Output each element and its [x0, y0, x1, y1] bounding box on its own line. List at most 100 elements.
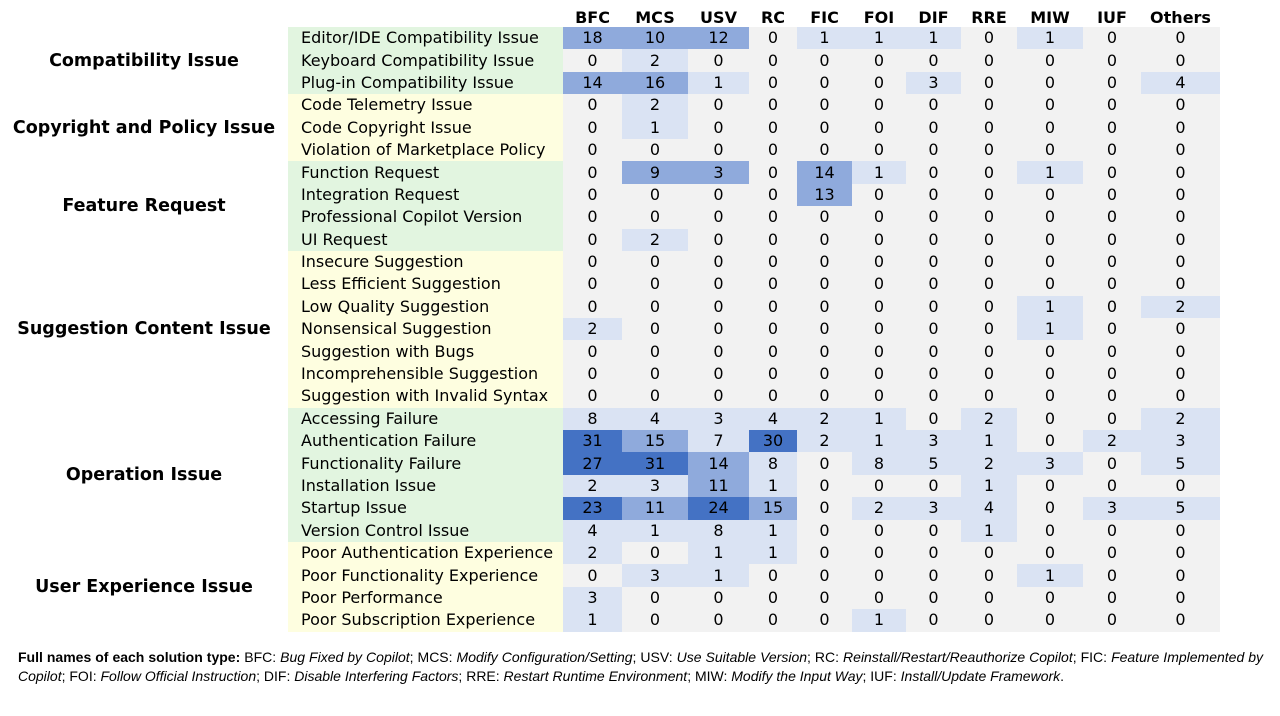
heatmap-cell: 2 [1083, 430, 1141, 453]
column-header: FOI [863, 8, 895, 27]
heatmap-cell: 0 [1083, 183, 1141, 207]
heatmap-cell: 0 [852, 206, 906, 229]
heatmap-cell: 0 [1017, 138, 1083, 162]
column-header: DIF [918, 8, 949, 27]
heatmap-cell: 0 [1017, 94, 1083, 117]
heatmap-cell: 0 [563, 183, 622, 207]
heatmap-cell: 0 [1017, 250, 1083, 274]
heatmap-cell: 0 [622, 318, 688, 341]
heatmap-cell: 0 [852, 273, 906, 296]
solution-heatmap-table: BFC MCS USV RC FIC FOI DIF RRE MIW IUF Others Comp… [0, 2, 1220, 632]
heatmap-cell: 11 [622, 497, 688, 520]
heatmap-cell: 0 [797, 250, 852, 274]
heatmap-cell: 1 [797, 27, 852, 50]
heatmap-cell: 8 [688, 519, 749, 542]
heatmap-cell: 0 [906, 295, 961, 319]
table-row: UI Request 0 2 0 0 0 0 0 0 0 0 0 [0, 228, 1220, 251]
heatmap-cell: 0 [1141, 183, 1220, 207]
heatmap-cell: 0 [688, 183, 749, 207]
heatmap-cell: 0 [852, 564, 906, 587]
heatmap-cell: 0 [906, 183, 961, 207]
heatmap-cell: 0 [688, 586, 749, 610]
heatmap-cell: 8 [852, 452, 906, 475]
heatmap-cell: 0 [1017, 273, 1083, 296]
heatmap-cell: 0 [688, 340, 749, 363]
heatmap-cell: 1 [688, 564, 749, 587]
heatmap-cell: 0 [961, 183, 1017, 207]
heatmap-cell: 0 [1083, 116, 1141, 139]
heatmap-cell: 0 [852, 94, 906, 117]
heatmap-cell: 0 [906, 474, 961, 498]
heatmap-cell: 0 [688, 116, 749, 139]
heatmap-cell: 4 [961, 497, 1017, 520]
heatmap-cell: 0 [1141, 385, 1220, 408]
subcategory-label: Nonsensical Suggestion [288, 318, 563, 341]
caption-abbr: DIF [263, 668, 287, 684]
subcategory-label: Functionality Failure [288, 452, 563, 475]
table-row: Less Efficient Suggestion 0 0 0 0 0 0 0 0 0 0 0 [0, 273, 1220, 296]
heatmap-cell: 0 [749, 340, 797, 363]
subcategory-label: Violation of Marketplace Policy [288, 138, 563, 162]
heatmap-cell: 0 [961, 273, 1017, 296]
heatmap-cell: 0 [563, 385, 622, 408]
heatmap-cell: 0 [1141, 228, 1220, 251]
column-header: USV [700, 8, 737, 27]
heatmap-cell: 1 [1017, 564, 1083, 587]
column-header: RRE [971, 8, 1007, 27]
subcategory-label: Startup Issue [288, 497, 563, 520]
heatmap-cell: 0 [906, 206, 961, 229]
heatmap-cell: 15 [622, 430, 688, 453]
subcategory-label: Poor Subscription Experience [288, 609, 563, 632]
heatmap-cell: 0 [1083, 49, 1141, 72]
heatmap-cell: 1 [852, 27, 906, 50]
heatmap-cell: 0 [961, 94, 1017, 117]
table-row: Violation of Marketplace Policy 0 0 0 0 0 0 0 0 0… [0, 138, 1220, 162]
heatmap-cell: 0 [1083, 474, 1141, 498]
heatmap-cell: 0 [906, 138, 961, 162]
heatmap-cell: 0 [906, 49, 961, 72]
heatmap-cell: 0 [688, 362, 749, 386]
heatmap-cell: 0 [1141, 474, 1220, 498]
table-row: Keyboard Compatibility Issue 0 2 0 0 0 0 0 0 0 0 0 [0, 49, 1220, 72]
heatmap-cell: 0 [749, 564, 797, 587]
heatmap-cell: 0 [852, 340, 906, 363]
heatmap-cell: 0 [622, 273, 688, 296]
heatmap-cell: 0 [797, 497, 852, 520]
heatmap-cell: 2 [563, 541, 622, 565]
heatmap-cell: 0 [961, 228, 1017, 251]
heatmap-cell: 0 [1083, 586, 1141, 610]
heatmap-cell: 0 [1141, 362, 1220, 386]
heatmap-cell: 0 [1017, 206, 1083, 229]
heatmap-cell: 0 [797, 452, 852, 475]
heatmap-cell: 1 [749, 541, 797, 565]
heatmap-cell: 3 [688, 407, 749, 431]
subcategory-label: Insecure Suggestion [288, 250, 563, 274]
heatmap-cell: 0 [1083, 228, 1141, 251]
heatmap-cell: 0 [797, 519, 852, 542]
table-row: Installation Issue 2 3 11 1 0 0 0 1 0 0 0 [0, 474, 1220, 498]
heatmap-cell: 4 [563, 519, 622, 542]
caption-fullname: Install/Update Framework [900, 668, 1061, 684]
heatmap-cell: 0 [1083, 407, 1141, 431]
heatmap-cell: 0 [622, 586, 688, 610]
caption-fullname: Reinstall/Restart/Reauthorize Copilot [843, 649, 1073, 665]
heatmap-cell: 2 [961, 452, 1017, 475]
table-row: Functionality Failure 27 31 14 8 0 8 5 2 3 0 5 [0, 452, 1220, 475]
heatmap-cell: 2 [852, 497, 906, 520]
heatmap-cell: 0 [1141, 586, 1220, 610]
subcategory-label: Suggestion with Bugs [288, 340, 563, 363]
heatmap-cell: 0 [1141, 161, 1220, 184]
heatmap-cell: 0 [1141, 49, 1220, 72]
table-row: Plug-in Compatibility Issue 14 16 1 0 0 0 3 0 0 0 4 [0, 71, 1220, 95]
caption-lead: Full names of each solution type: [18, 649, 241, 665]
subcategory-label: Plug-in Compatibility Issue [288, 71, 563, 95]
heatmap-cell: 0 [688, 318, 749, 341]
heatmap-cell: 0 [563, 340, 622, 363]
caption-abbr: RC [814, 649, 836, 665]
heatmap-cell: 0 [906, 318, 961, 341]
table-row: Suggestion with Bugs 0 0 0 0 0 0 0 0 0 0 0 [0, 340, 1220, 363]
heatmap-cell: 0 [1083, 362, 1141, 386]
heatmap-cell: 0 [906, 609, 961, 632]
heatmap-cell: 0 [852, 71, 906, 95]
heatmap-cell: 0 [1141, 250, 1220, 274]
